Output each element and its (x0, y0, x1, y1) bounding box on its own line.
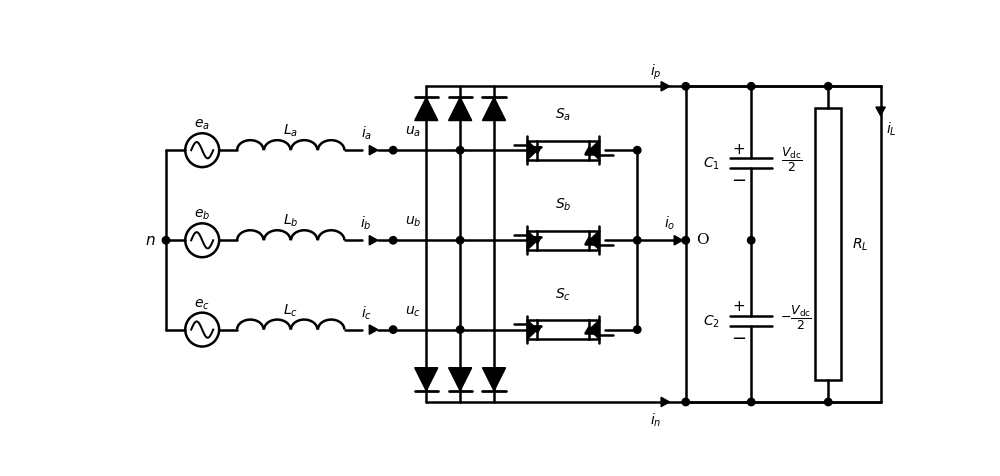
Text: $-$: $-$ (731, 169, 746, 188)
Circle shape (634, 237, 641, 245)
Polygon shape (369, 325, 378, 335)
Polygon shape (482, 368, 506, 391)
Text: $e_a$: $e_a$ (194, 118, 210, 132)
Polygon shape (415, 368, 438, 391)
Text: $u_a$: $u_a$ (405, 124, 421, 139)
Text: $+$: $+$ (732, 300, 745, 314)
Circle shape (389, 237, 397, 245)
Polygon shape (661, 82, 670, 92)
Text: $i_a$: $i_a$ (361, 125, 372, 142)
Bar (815, 109, 841, 381)
Text: $u_c$: $u_c$ (405, 304, 421, 318)
Text: $C_2$: $C_2$ (703, 313, 720, 329)
Polygon shape (674, 236, 683, 246)
Polygon shape (369, 236, 378, 246)
Polygon shape (876, 108, 885, 116)
Circle shape (456, 237, 464, 245)
Text: $e_b$: $e_b$ (194, 208, 210, 222)
Circle shape (634, 147, 641, 155)
Circle shape (389, 326, 397, 334)
Text: $i_L$: $i_L$ (886, 121, 897, 138)
Circle shape (389, 147, 397, 155)
Circle shape (456, 147, 464, 155)
Circle shape (682, 398, 689, 406)
Text: $i_p$: $i_p$ (650, 62, 662, 81)
Text: $-$: $-$ (731, 327, 746, 345)
Polygon shape (533, 327, 541, 333)
Circle shape (748, 237, 755, 245)
Polygon shape (527, 141, 537, 160)
Circle shape (682, 237, 689, 245)
Polygon shape (449, 98, 472, 121)
Polygon shape (369, 146, 378, 156)
Circle shape (825, 398, 832, 406)
Text: $L_b$: $L_b$ (283, 213, 298, 229)
Circle shape (456, 326, 464, 334)
Polygon shape (589, 141, 599, 160)
Polygon shape (482, 98, 506, 121)
Text: $u_b$: $u_b$ (405, 214, 421, 229)
Text: $S_a$: $S_a$ (555, 107, 571, 123)
Text: $L_c$: $L_c$ (283, 302, 298, 318)
Circle shape (825, 83, 832, 91)
Polygon shape (533, 238, 541, 244)
Polygon shape (533, 148, 541, 154)
Polygon shape (585, 238, 593, 244)
Text: $i_n$: $i_n$ (650, 410, 661, 428)
Text: O: O (696, 233, 709, 247)
Text: $i_b$: $i_b$ (360, 214, 372, 232)
Text: $S_b$: $S_b$ (555, 197, 572, 213)
Polygon shape (589, 231, 599, 250)
Text: $R_L$: $R_L$ (852, 237, 869, 253)
Text: $S_c$: $S_c$ (555, 286, 571, 302)
Text: $+$: $+$ (732, 142, 745, 156)
Circle shape (162, 237, 170, 245)
Circle shape (748, 398, 755, 406)
Circle shape (682, 83, 689, 91)
Polygon shape (449, 368, 472, 391)
Circle shape (748, 83, 755, 91)
Text: $i_c$: $i_c$ (361, 304, 372, 321)
Text: $i_o$: $i_o$ (664, 214, 675, 232)
Polygon shape (661, 397, 670, 407)
Circle shape (634, 326, 641, 334)
Polygon shape (585, 148, 593, 154)
Text: $L_a$: $L_a$ (283, 123, 298, 139)
Polygon shape (527, 320, 537, 339)
Text: $e_c$: $e_c$ (194, 297, 210, 311)
Polygon shape (589, 320, 599, 339)
Polygon shape (585, 327, 593, 333)
Text: $C_1$: $C_1$ (703, 156, 720, 172)
Text: $n$: $n$ (145, 234, 156, 248)
Text: $-\dfrac{V_{\rm dc}}{2}$: $-\dfrac{V_{\rm dc}}{2}$ (780, 304, 812, 332)
Polygon shape (527, 231, 537, 250)
Text: $\dfrac{V_{\rm dc}}{2}$: $\dfrac{V_{\rm dc}}{2}$ (781, 146, 802, 174)
Polygon shape (415, 98, 438, 121)
